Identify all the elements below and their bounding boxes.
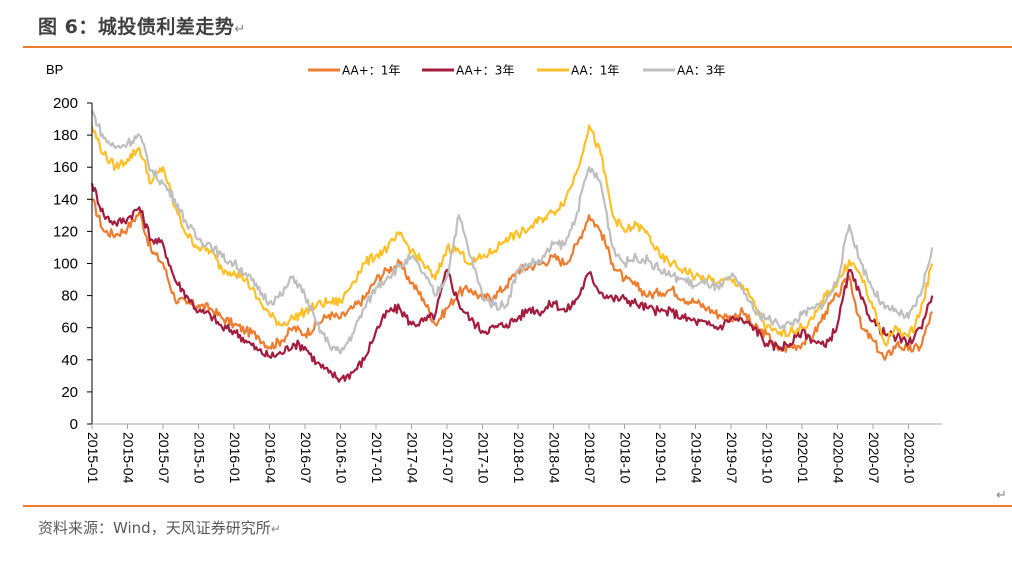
- y-tick-label: 0: [70, 416, 78, 433]
- x-tick-label: 2020-01: [795, 432, 811, 484]
- y-tick-label: 60: [61, 320, 78, 337]
- x-tick-label: 2018-07: [582, 432, 598, 484]
- x-tick-label: 2018-04: [547, 432, 563, 484]
- series-line-3: [90, 124, 934, 347]
- x-tick-label: 2016-10: [334, 432, 350, 484]
- x-tick-label: 2019-07: [724, 432, 740, 484]
- y-tick-label: 200: [53, 95, 78, 112]
- y-tick-label: 100: [53, 256, 78, 273]
- legend-label-2: AA+：3年: [456, 64, 514, 78]
- x-tick-label: 2019-10: [760, 432, 776, 484]
- series-layer: [90, 110, 934, 383]
- x-tick-label: 2016-04: [263, 432, 279, 484]
- x-tick-label: 2015-10: [192, 432, 208, 484]
- axes: 0 20 40 60 80 100 120 140 160 180 200 2015-01 2015-0…: [53, 95, 942, 484]
- y-axis-label: BP: [46, 62, 63, 77]
- figure-title: 图 6：城投债利差走势↵: [38, 12, 246, 39]
- return-icon: ↵: [996, 488, 1007, 503]
- return-icon: ↵: [270, 522, 281, 536]
- y-tick-label: 120: [53, 223, 78, 240]
- legend: AA+：1年 AA+：3年 AA：1年 AA：3年: [308, 64, 725, 78]
- x-tick-label: 2019-01: [653, 432, 669, 484]
- x-tick-label: 2020-04: [831, 432, 847, 484]
- legend-label-4: AA：3年: [677, 64, 725, 78]
- x-tick-label: 2015-01: [85, 432, 101, 484]
- x-tick-label: 2015-07: [156, 432, 172, 484]
- return-icon: ↵: [234, 22, 246, 37]
- x-tick-label: 2015-04: [121, 432, 137, 484]
- y-tick-label: 140: [53, 191, 78, 208]
- y-tick-label: 80: [61, 288, 78, 305]
- x-tick-label: 2017-07: [440, 432, 456, 484]
- y-tick-label: 160: [53, 159, 78, 176]
- x-tick-label: 2017-10: [476, 432, 492, 484]
- legend-label-3: AA：1年: [571, 64, 619, 78]
- y-tick-label: 20: [61, 384, 78, 401]
- series-line-2: [90, 183, 934, 383]
- x-tick-label: 2016-01: [227, 432, 243, 484]
- series-line-4: [91, 110, 934, 355]
- footer-divider: [23, 505, 1012, 507]
- title-divider: [23, 46, 1012, 48]
- x-tick-label: 2016-07: [298, 432, 314, 484]
- x-tick-label: 2017-04: [405, 432, 421, 484]
- x-tick-label: 2020-07: [866, 432, 882, 484]
- x-tick-label: 2018-01: [511, 432, 527, 484]
- x-tick-label: 2020-10: [902, 432, 918, 484]
- source-note: 资料来源：Wind，天风证券研究所↵: [38, 517, 281, 538]
- x-tick-label: 2019-04: [689, 432, 705, 484]
- figure-title-text: 图 6：城投债利差走势: [38, 16, 235, 38]
- source-text: 资料来源：Wind，天风证券研究所: [38, 519, 271, 537]
- legend-label-1: AA+：1年: [342, 64, 400, 78]
- series-line-1: [91, 198, 934, 361]
- x-tick-label: 2018-10: [618, 432, 634, 484]
- x-tick-label: 2017-01: [369, 432, 385, 484]
- y-tick-label: 40: [61, 352, 78, 369]
- y-tick-label: 180: [53, 127, 78, 144]
